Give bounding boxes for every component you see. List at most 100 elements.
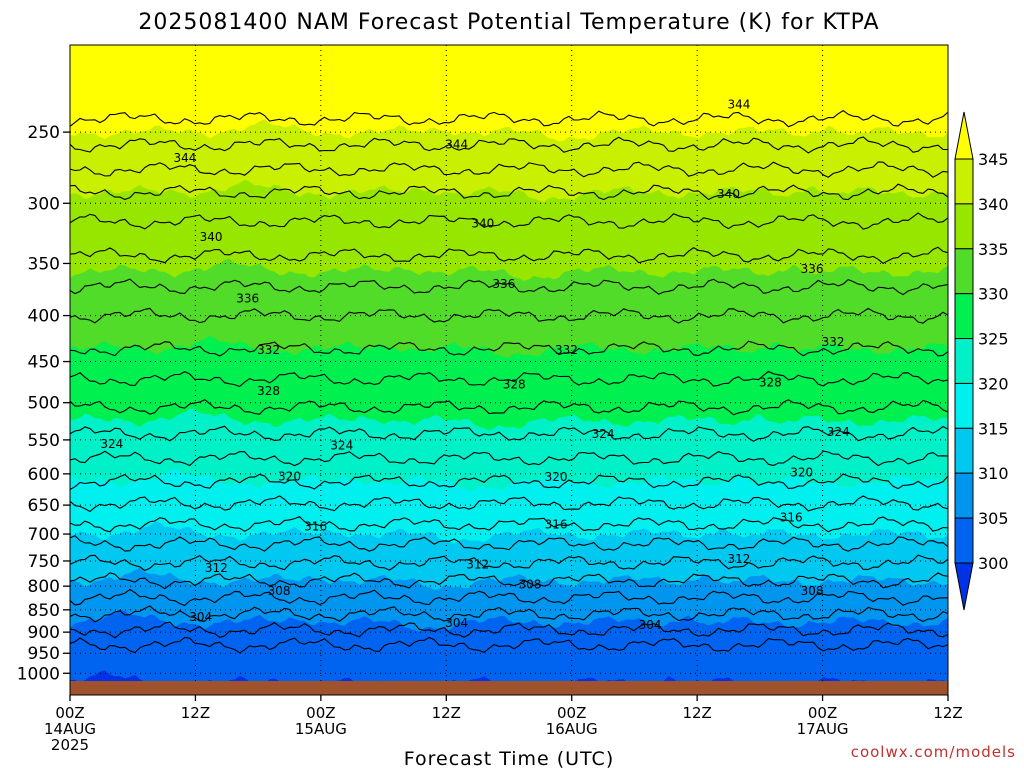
contour-334 (70, 278, 948, 296)
x-tick-label: 00Z (55, 704, 84, 722)
band-300 (70, 670, 946, 681)
colorbar-label: 345 (978, 150, 1009, 169)
x-tick-label: 16AUG (546, 720, 598, 738)
svg-text:324: 324 (827, 425, 850, 439)
svg-text:324: 324 (100, 437, 123, 451)
svg-text:308: 308 (268, 584, 291, 598)
svg-text:336: 336 (492, 277, 515, 291)
x-tick-label: 12Z (933, 704, 962, 722)
contour-label: 336 (236, 292, 259, 306)
y-tick-label: 450 (28, 353, 60, 373)
contour-label: 312 (466, 558, 489, 572)
svg-text:312: 312 (466, 558, 489, 572)
contour-label: 320 (545, 470, 568, 484)
y-tick-label: 750 (28, 552, 60, 572)
contour-label: 344 (445, 137, 468, 151)
svg-text:340: 340 (471, 217, 494, 231)
contour-label: 324 (330, 439, 353, 453)
svg-text:324: 324 (330, 439, 353, 453)
contour-label: 308 (801, 584, 824, 598)
credit-text: coolwx.com/models (851, 743, 1016, 761)
colorbar-segment (954, 427, 974, 474)
y-tick-label: 600 (28, 465, 60, 485)
contour-338 (70, 212, 948, 230)
contour-label: 332 (822, 335, 845, 349)
svg-text:304: 304 (189, 610, 212, 624)
contour-306 (70, 605, 948, 623)
y-tick-label: 850 (28, 601, 60, 621)
plot-area: 344 344 344 340 340 340 336 336 336 332 332 332 328 3… (70, 45, 948, 681)
colorbar-label: 335 (978, 240, 1009, 259)
y-tick-label: 500 (28, 394, 60, 414)
colorbar-segment (954, 293, 974, 340)
contour-label: 316 (545, 517, 568, 531)
contour-lines (70, 109, 948, 654)
contour-label: 344 (727, 98, 750, 112)
y-tick-label: 700 (28, 525, 60, 545)
contour-label: 324 (827, 425, 850, 439)
colorbar-segment (954, 158, 974, 205)
y-tick-label: 350 (28, 254, 60, 274)
svg-text:304: 304 (445, 616, 468, 630)
colorbar-top-arrow (954, 111, 974, 160)
svg-text:344: 344 (727, 98, 750, 112)
y-tick-label: 900 (28, 623, 60, 643)
svg-text:316: 316 (780, 511, 803, 525)
y-tick-label: 950 (28, 644, 60, 664)
contour-322 (70, 450, 948, 467)
colorbar-segment (954, 472, 974, 519)
contour-label: 328 (257, 384, 280, 398)
contour-label: 304 (445, 616, 468, 630)
contour-342 (70, 161, 948, 178)
contour-label: 308 (518, 578, 541, 592)
svg-text:320: 320 (278, 469, 301, 483)
svg-text:344: 344 (174, 151, 197, 165)
contour-label: 308 (268, 584, 291, 598)
contour-324 (70, 425, 948, 442)
svg-text:332: 332 (555, 343, 578, 357)
contour-310 (70, 572, 948, 590)
contour-label: 304 (189, 610, 212, 624)
svg-text:336: 336 (801, 262, 824, 276)
contour-label: 312 (205, 561, 228, 575)
y-tick-label: 250 (28, 123, 60, 143)
x-tick-label: 12Z (432, 704, 461, 722)
colorbar-segment (954, 382, 974, 429)
contour-label: 340 (200, 230, 223, 244)
contour-308 (70, 588, 948, 607)
colorbar-bottom-arrow (954, 562, 974, 611)
ground-strip (70, 681, 948, 695)
svg-text:312: 312 (205, 561, 228, 575)
chart-title: 2025081400 NAM Forecast Potential Temper… (138, 10, 879, 35)
grid-lines (70, 45, 948, 681)
contour-label: 336 (492, 277, 515, 291)
plot-frame (69, 44, 949, 696)
colorbar-segment (954, 248, 974, 295)
svg-text:340: 340 (200, 230, 223, 244)
contour-330 (70, 340, 948, 357)
contour-label: 320 (790, 466, 813, 480)
y-tick-label: 300 (28, 194, 60, 214)
contour-304 (70, 621, 948, 639)
x-tick-label: 12Z (181, 704, 210, 722)
contour-label: 340 (717, 187, 740, 201)
y-tick-label: 650 (28, 496, 60, 516)
contour-332 (70, 307, 948, 324)
contour-label: 304 (639, 618, 662, 632)
y-tick-label: 400 (28, 307, 60, 327)
colorbar-label: 305 (978, 509, 1009, 528)
contour-302 (70, 636, 948, 654)
svg-text:344: 344 (445, 137, 468, 151)
colorbar: 345 340 335 330 325 320 315 310 305 300 (954, 111, 1009, 611)
colorbar-label: 325 (978, 330, 1009, 349)
contour-336 (70, 246, 948, 265)
colorbar-label: 320 (978, 374, 1009, 393)
svg-text:332: 332 (822, 335, 845, 349)
colorbar-label: 340 (978, 195, 1009, 214)
colorbar-label: 300 (978, 554, 1009, 573)
x-tick-label: 2025 (51, 736, 89, 754)
contour-label: 316 (780, 511, 803, 525)
colorbar-segment (954, 338, 974, 384)
contour-340 (70, 183, 948, 201)
